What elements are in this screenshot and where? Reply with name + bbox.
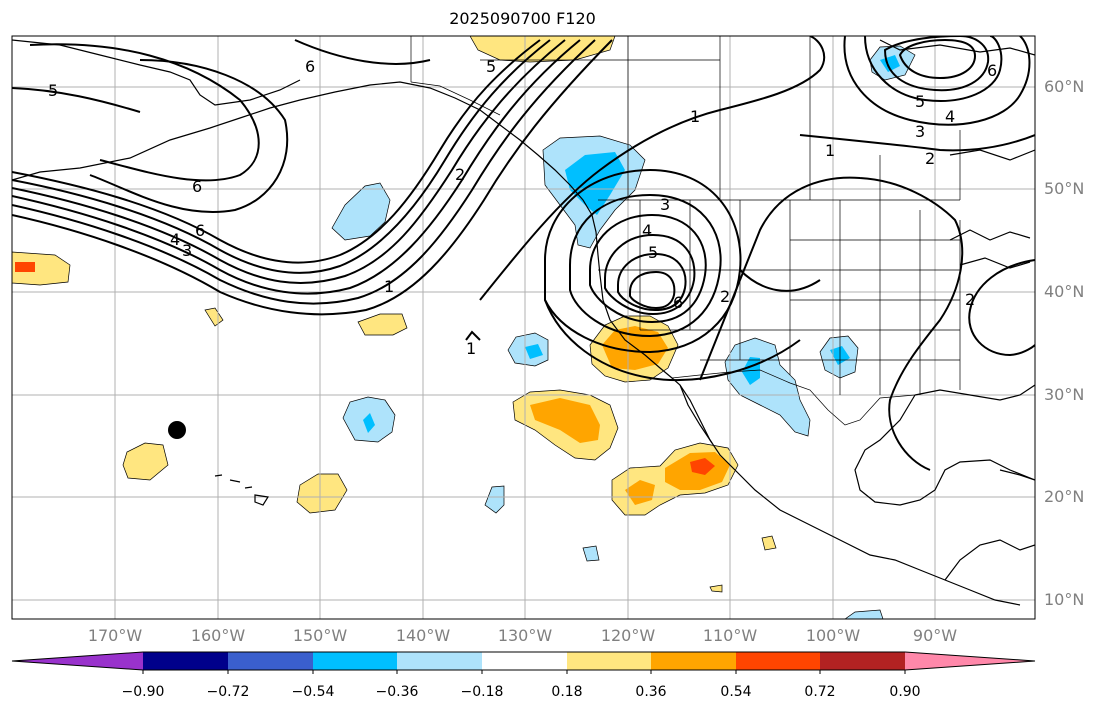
hawaii-islands (214, 474, 269, 506)
colorbar-tick-label: −0.18 (460, 684, 504, 700)
graticule (12, 36, 1035, 619)
contour-label: 4 (170, 230, 180, 249)
colorbar-tick-label: −0.36 (375, 684, 419, 700)
contour-label: 2 (965, 290, 975, 309)
lon-label-100w: 100°W (805, 626, 861, 645)
contour-label: 6 (195, 221, 205, 240)
lat-label-60n: 60°N (1044, 77, 1085, 96)
lat-label-30n: 30°N (1044, 385, 1085, 404)
colorbar-bin (228, 652, 313, 670)
lon-label-90w: 90°W (912, 626, 958, 645)
colorbar-bin (313, 652, 397, 670)
contour-label: 6 (305, 57, 315, 76)
lon-label-130w: 130°W (497, 626, 553, 645)
contour-label: 4 (945, 107, 955, 126)
contour-label: 2 (455, 165, 465, 184)
contour-label: 3 (182, 241, 192, 260)
lon-label-110w: 110°W (702, 626, 758, 645)
map-title: 2025090700 F120 (449, 9, 596, 28)
colorbar-bin (143, 652, 228, 670)
contour-label: 1 (384, 277, 394, 296)
contour-label: 2 (720, 287, 730, 306)
contour-label: 5 (648, 243, 658, 262)
lat-label-50n: 50°N (1044, 179, 1085, 198)
contour-label: 6 (192, 177, 202, 196)
lat-label-10n: 10°N (1044, 590, 1085, 609)
contour-label: 6 (987, 61, 997, 80)
colorbar-tick-label: 0.54 (720, 684, 752, 700)
colorbar-tick-label: 0.18 (551, 684, 583, 700)
contour-label: 3 (660, 195, 670, 214)
map-frame (11, 35, 1036, 620)
coastlines (12, 39, 1035, 606)
lon-label-170w: 170°W (87, 626, 143, 645)
contour-label: 5 (915, 92, 925, 111)
colorbar-bin (736, 652, 820, 670)
colorbar-bin (567, 652, 651, 670)
storm-marker (168, 421, 186, 439)
lat-label-40n: 40°N (1044, 282, 1085, 301)
colorbar (11, 651, 1036, 674)
lon-label-150w: 150°W (292, 626, 348, 645)
colorbar-tick-label: 0.72 (804, 684, 836, 700)
contour-label: 4 (642, 221, 652, 240)
contour-label: 1 (466, 339, 476, 358)
contour-label: 2 (925, 149, 935, 168)
contour-label: 6 (673, 293, 683, 312)
colorbar-under-extension (12, 652, 143, 670)
lon-label-160w: 160°W (190, 626, 246, 645)
colorbar-bin (482, 652, 567, 670)
lon-label-120w: 120°W (600, 626, 656, 645)
shaded-anomaly-fields (12, 36, 916, 619)
lon-label-140w: 140°W (395, 626, 451, 645)
colorbar-over-extension (905, 652, 1035, 670)
colorbar-tick-label: −0.54 (291, 684, 335, 700)
colorbar-bin (820, 652, 905, 670)
colorbar-tick-label: −0.90 (121, 684, 165, 700)
contour-label: 5 (486, 57, 496, 76)
colorbar-tick-label: 0.90 (889, 684, 921, 700)
colorbar-tick-label: −0.72 (206, 684, 250, 700)
contour-label: 1 (825, 141, 835, 160)
contour-label: 1 (690, 107, 700, 126)
lat-label-20n: 20°N (1044, 487, 1085, 506)
colorbar-bin (397, 652, 482, 670)
colorbar-tick-label: 0.36 (635, 684, 667, 700)
colorbar-bin (651, 652, 736, 670)
height-contours (12, 36, 1035, 471)
contour-label: 5 (48, 81, 58, 100)
political-borders (410, 36, 961, 426)
contour-label: 3 (915, 122, 925, 141)
contour-labels: 5 6 6 6 4 3 1 2 5 1 1 1 3 4 5 6 2 2 2 3 … (48, 57, 997, 358)
